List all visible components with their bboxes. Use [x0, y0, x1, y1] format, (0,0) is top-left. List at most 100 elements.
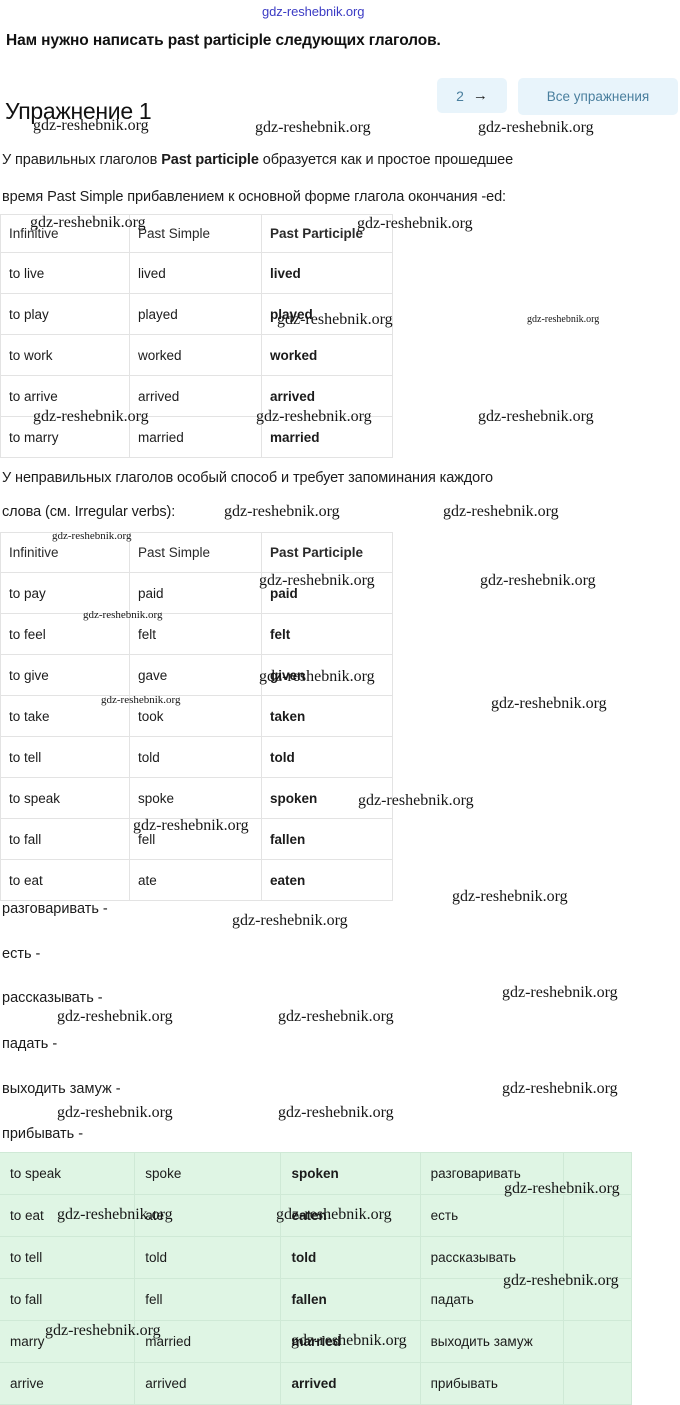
regular-verbs-table-body: Infinitive Past Simple Past Participle t… — [0, 214, 393, 458]
cell-infinitive: to tell — [0, 1236, 136, 1279]
table-row: to give gave given — [0, 654, 393, 696]
lead-sentence: Нам нужно написать past participle следу… — [6, 32, 441, 49]
cell-past-participle: eaten — [280, 1194, 421, 1237]
watermark-text: gdz-reshebnik.org — [232, 912, 348, 929]
col-header-past-participle: Past Participle — [261, 532, 393, 573]
cell-past-participle: spoken — [261, 777, 393, 819]
irregular-verbs-table-body: Infinitive Past Simple Past Participle t… — [0, 532, 393, 901]
watermark-text: gdz-reshebnik.org — [262, 4, 365, 19]
col-header-past-simple: Past Simple — [129, 532, 262, 573]
cell-translation: есть — [420, 1194, 564, 1237]
table-row: to feel felt felt — [0, 613, 393, 655]
cell-translation: выходить замуж — [420, 1320, 564, 1363]
cell-infinitive: arrive — [0, 1362, 136, 1405]
next-exercise-number: 2 — [456, 87, 464, 104]
cell-infinitive: to speak — [0, 1152, 136, 1195]
table-row: to eat ate eaten — [0, 859, 393, 901]
translation-item: прибывать - — [2, 1126, 84, 1142]
cell-past-participle: paid — [261, 572, 393, 614]
watermark-text: gdz-reshebnik.org — [478, 119, 594, 136]
answers-table-body: to speak spoke spoken разговаривать to e… — [0, 1152, 633, 1405]
watermark-text: gdz-reshebnik.org — [255, 119, 371, 136]
answers-table: to speak spoke spoken разговаривать to e… — [0, 1152, 633, 1405]
watermark-text: gdz-reshebnik.org — [452, 888, 568, 905]
cell-infinitive: to feel — [0, 613, 130, 655]
cell-past-simple: paid — [129, 572, 262, 614]
irregular-verbs-table: Infinitive Past Simple Past Participle t… — [0, 532, 393, 901]
cell-infinitive: to live — [0, 252, 130, 294]
cell-infinitive: to pay — [0, 572, 130, 614]
next-exercise-button[interactable]: 2 → — [437, 78, 507, 113]
cell-past-simple: played — [129, 293, 262, 335]
watermark-text: gdz-reshebnik.org — [278, 1008, 394, 1025]
irregular-verbs-paragraph-line2: слова (см. Irregular verbs): — [2, 504, 176, 520]
table-row: to speak spoke spoken разговаривать — [0, 1152, 633, 1195]
cell-past-participle: fallen — [261, 818, 393, 860]
cell-past-simple: arrived — [134, 1362, 282, 1405]
cell-infinitive: to work — [0, 334, 130, 376]
cell-past-participle: played — [261, 293, 393, 335]
table-row: to live lived lived — [0, 252, 393, 294]
irregular-verbs-paragraph-line1: У неправильных глаголов особый способ и … — [2, 470, 493, 486]
cell-empty — [563, 1362, 633, 1405]
cell-past-participle: arrived — [261, 375, 393, 417]
cell-infinitive: marry — [0, 1320, 136, 1363]
cell-past-simple: took — [129, 695, 262, 737]
cell-past-simple: married — [129, 416, 262, 458]
cell-past-participle: taken — [261, 695, 393, 737]
cell-translation: падать — [420, 1278, 564, 1321]
cell-infinitive: to fall — [0, 1278, 136, 1321]
cell-past-participle: married — [280, 1320, 421, 1363]
regular-text-after: образуется как и простое прошедшее — [258, 152, 514, 168]
watermark-text: gdz-reshebnik.org — [278, 1104, 394, 1121]
cell-empty — [563, 1152, 633, 1195]
cell-past-simple: ate — [134, 1194, 282, 1237]
cell-infinitive: to arrive — [0, 375, 130, 417]
all-exercises-button[interactable]: Все упражнения — [518, 78, 678, 115]
translation-item: разговаривать - — [2, 901, 108, 917]
cell-past-simple: gave — [129, 654, 262, 696]
watermark-text: gdz-reshebnik.org — [527, 314, 600, 325]
table-row: to marry married married — [0, 416, 393, 458]
cell-infinitive: to eat — [0, 859, 130, 901]
cell-past-participle: fallen — [280, 1278, 421, 1321]
regular-verbs-paragraph-line1: У правильных глаголов Past participle об… — [2, 152, 678, 169]
cell-empty — [563, 1320, 633, 1363]
cell-translation: рассказывать — [420, 1236, 564, 1279]
cell-empty — [563, 1236, 633, 1279]
table-row: to tell told told рассказывать — [0, 1236, 633, 1279]
cell-empty — [563, 1278, 633, 1321]
table-row: to pay paid paid — [0, 572, 393, 614]
cell-past-simple: arrived — [129, 375, 262, 417]
cell-past-simple: lived — [129, 252, 262, 294]
cell-past-simple: ate — [129, 859, 262, 901]
col-header-past-participle: Past Participle — [261, 214, 393, 253]
exercise-nav: 2 → Все упражнения — [437, 78, 678, 115]
watermark-text: gdz-reshebnik.org — [57, 1008, 173, 1025]
col-header-past-simple: Past Simple — [129, 214, 262, 253]
page-title: Упражнение 1 — [5, 98, 152, 125]
watermark-text: gdz-reshebnik.org — [57, 1104, 173, 1121]
cell-empty — [563, 1194, 633, 1237]
table-row: to fall fell fallen падать — [0, 1278, 633, 1321]
regular-text-before: У правильных глаголов — [2, 152, 162, 168]
cell-infinitive: to tell — [0, 736, 130, 778]
past-participle-bold: Past participle — [161, 152, 259, 168]
table-row: to speak spoke spoken — [0, 777, 393, 819]
table-row: to fall fell fallen — [0, 818, 393, 860]
cell-past-participle: given — [261, 654, 393, 696]
cell-past-participle: eaten — [261, 859, 393, 901]
watermark-text: gdz-reshebnik.org — [502, 984, 618, 1001]
cell-past-simple: fell — [134, 1278, 282, 1321]
table-row: to work worked worked — [0, 334, 393, 376]
cell-past-participle: married — [261, 416, 393, 458]
cell-past-simple: fell — [129, 818, 262, 860]
cell-past-simple: told — [129, 736, 262, 778]
watermark-text: gdz-reshebnik.org — [502, 1080, 618, 1097]
cell-past-participle: told — [261, 736, 393, 778]
regular-verbs-table: Infinitive Past Simple Past Participle t… — [0, 214, 393, 458]
cell-past-participle: told — [280, 1236, 421, 1279]
arrow-right-icon: → — [472, 87, 488, 104]
col-header-infinitive: Infinitive — [0, 214, 130, 253]
cell-past-simple: married — [134, 1320, 282, 1363]
